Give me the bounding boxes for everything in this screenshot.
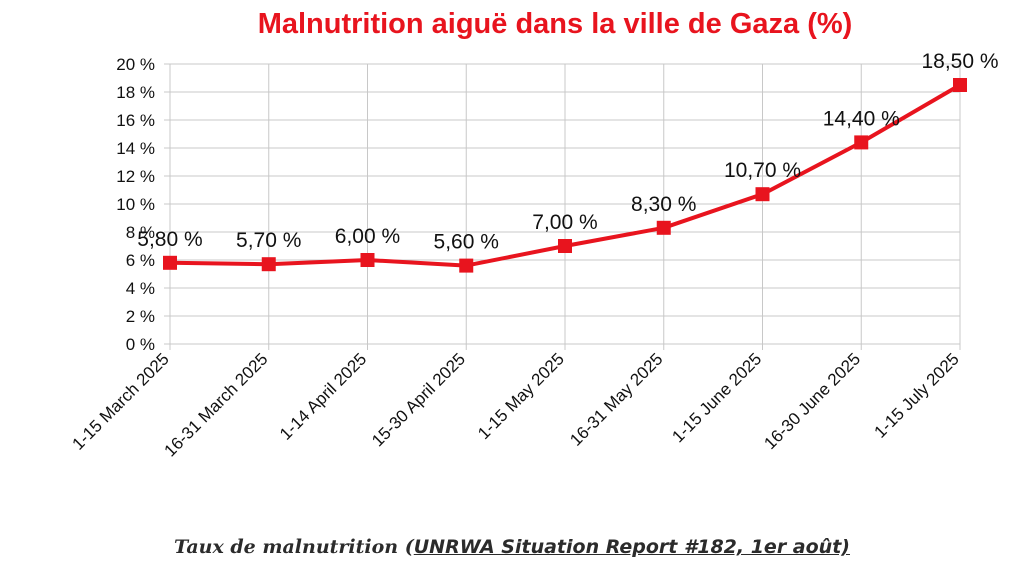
data-point-marker <box>656 220 671 235</box>
data-point-marker <box>360 253 375 267</box>
data-point-marker <box>459 258 474 273</box>
data-markers <box>163 78 967 273</box>
y-tick-label: 0 % <box>126 335 155 354</box>
data-label: 18,50 % <box>921 50 998 73</box>
y-tick-label: 12 % <box>116 167 155 186</box>
data-label: 14,40 % <box>823 107 900 130</box>
x-tick-label: 1-15 July 2025 <box>871 349 963 441</box>
x-tick-label: 16-31 May 2025 <box>566 349 666 449</box>
data-label: 6,00 % <box>335 225 400 248</box>
y-tick-label: 6 % <box>126 251 155 270</box>
data-point-marker <box>163 255 177 270</box>
caption-source-link[interactable]: UNRWA Situation Report #182, 1er août) <box>413 536 850 558</box>
x-tick-label: 1-15 May 2025 <box>474 349 568 443</box>
y-tick-label: 4 % <box>126 279 155 298</box>
line-chart: Malnutrition aiguë dans la ville de Gaza… <box>69 8 999 460</box>
y-tick-label: 8 % <box>126 223 155 242</box>
x-tick-label: 1-15 March 2025 <box>69 349 173 453</box>
y-tick-label: 16 % <box>116 111 155 130</box>
x-tick-label: 16-31 March 2025 <box>161 349 272 460</box>
data-label: 10,70 % <box>724 159 801 182</box>
data-labels: 5,80 % 5,70 % 6,00 % 5,60 % 7,00 % 8,30 % 10,7… <box>137 50 998 254</box>
data-label: 5,80 % <box>137 228 202 251</box>
gridlines <box>164 63 961 350</box>
data-label: 8,30 % <box>631 193 696 216</box>
data-point-marker <box>953 78 967 92</box>
data-label: 5,70 % <box>236 229 301 252</box>
caption: Taux de malnutrition (UNRWA Situation Re… <box>0 536 1024 558</box>
y-tick-label: 20 % <box>116 55 155 74</box>
data-point-marker <box>558 239 572 253</box>
y-axis-tick-labels: 0 % 2 % 4 % 6 % 8 % 10 % 12 % 14 % 16 % 18 % 20 % <box>116 55 155 354</box>
data-label: 7,00 % <box>532 211 597 234</box>
data-point-marker <box>755 187 770 202</box>
y-tick-label: 18 % <box>116 83 155 102</box>
y-tick-label: 2 % <box>126 307 155 326</box>
x-tick-label: 1-15 June 2025 <box>668 349 765 446</box>
data-point-marker <box>261 257 276 272</box>
data-label: 5,60 % <box>434 231 499 254</box>
data-point-marker <box>854 135 869 150</box>
x-tick-label: 1-14 April 2025 <box>276 349 370 443</box>
y-tick-label: 10 % <box>116 195 155 214</box>
y-tick-label: 14 % <box>116 139 155 158</box>
x-tick-label: 16-30 June 2025 <box>760 349 864 453</box>
x-tick-label: 15-30 April 2025 <box>368 349 469 450</box>
chart-title: Malnutrition aiguë dans la ville de Gaza… <box>258 8 853 40</box>
caption-prefix: Taux de malnutrition ( <box>174 536 414 558</box>
